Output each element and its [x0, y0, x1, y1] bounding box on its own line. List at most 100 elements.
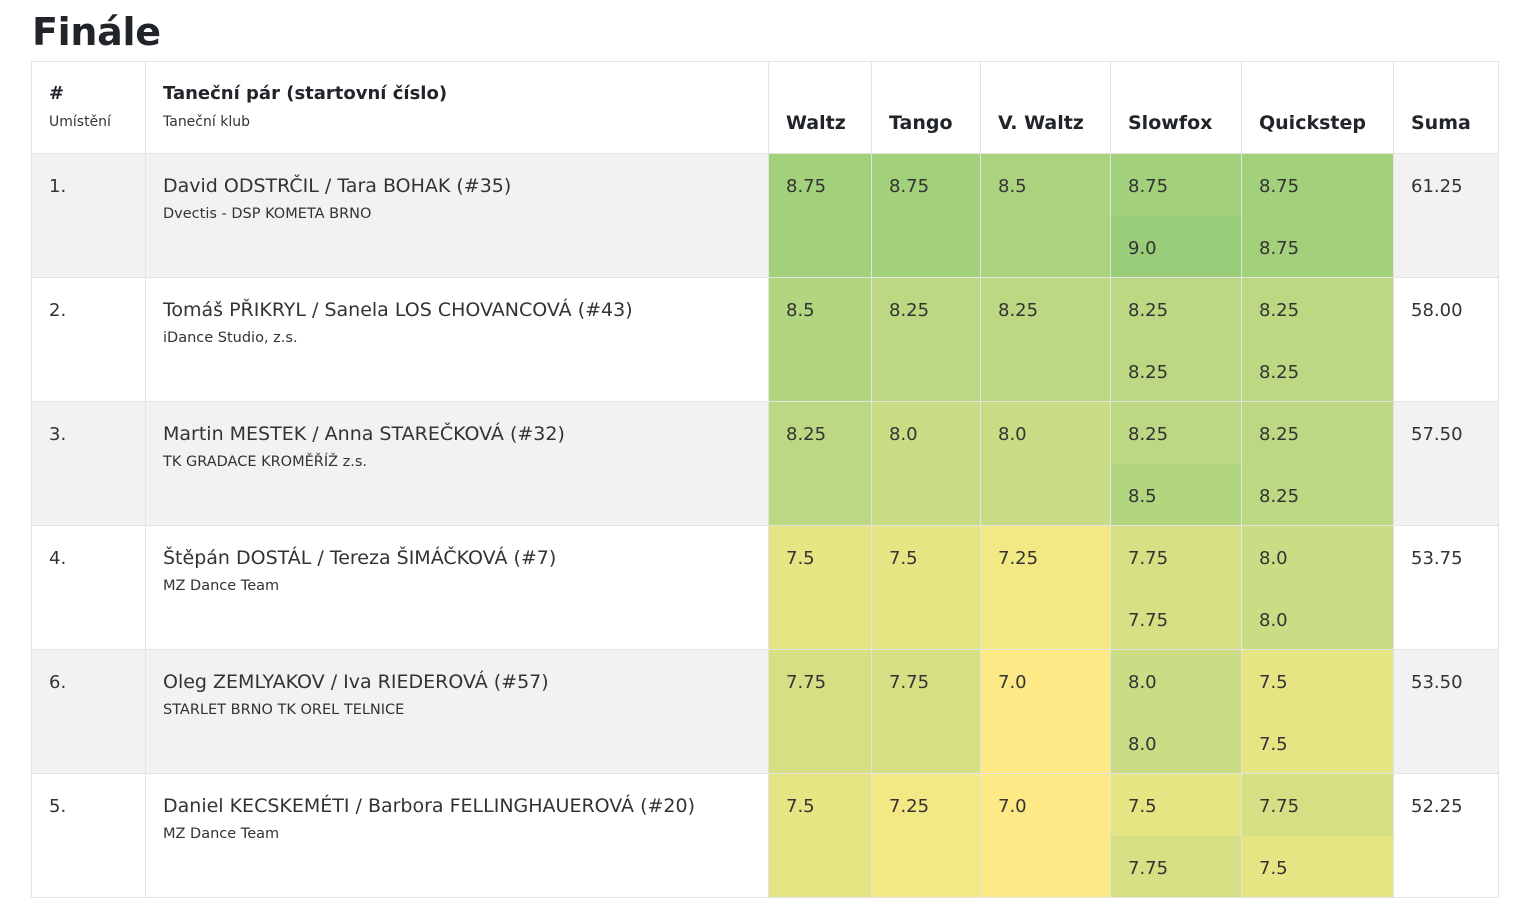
quickstep-score-second: 8.75	[1242, 215, 1393, 277]
slowfox-score-second: 8.25	[1111, 339, 1241, 401]
quickstep-score-second: 7.5	[1242, 711, 1393, 773]
pair-club: MZ Dance Team	[163, 826, 280, 842]
sum-cell: 61.25	[1393, 153, 1499, 278]
placement-cell: 1.	[31, 153, 146, 278]
placement-cell: 3.	[31, 401, 146, 526]
quickstep-score: 8.25 8.25	[1241, 277, 1394, 402]
slowfox-score: 8.25 8.25	[1110, 277, 1242, 402]
slowfox-score-first: 8.25	[1111, 402, 1241, 464]
quickstep-score-second: 8.0	[1242, 587, 1393, 649]
header-place: # Umístění	[31, 61, 146, 154]
waltz-score: 8.75	[768, 153, 872, 278]
header-place-sublabel: Umístění	[49, 114, 111, 130]
vwaltz-score: 8.25	[980, 277, 1111, 402]
table-row: 2. Tomáš PŘIKRYL / Sanela LOS CHOVANCOVÁ …	[31, 277, 1499, 402]
slowfox-score-first: 8.25	[1111, 278, 1241, 340]
slowfox-score: 8.25 8.5	[1110, 401, 1242, 526]
slowfox-score: 8.75 9.0	[1110, 153, 1242, 278]
slowfox-score: 7.75 7.75	[1110, 525, 1242, 650]
slowfox-score-second: 7.75	[1111, 835, 1241, 897]
placement-cell: 4.	[31, 525, 146, 650]
pair-cell: David ODSTRČIL / Tara BOHAK (#35) Dvectis…	[145, 153, 769, 278]
page-title: Finále	[32, 10, 161, 54]
table-row: 1. David ODSTRČIL / Tara BOHAK (#35) Dvect…	[31, 153, 1499, 278]
quickstep-score: 8.75 8.75	[1241, 153, 1394, 278]
header-sum: Suma	[1393, 61, 1499, 154]
pair-name: Tomáš PŘIKRYL / Sanela LOS CHOVANCOVÁ (#…	[163, 299, 633, 321]
table-row: 5. Daniel KECSKEMÉTI / Barbora FELLINGHAU…	[31, 773, 1499, 898]
vwaltz-score: 7.0	[980, 773, 1111, 898]
quickstep-score-first: 8.25	[1242, 278, 1393, 340]
sum-cell: 53.50	[1393, 649, 1499, 774]
table-header-row: # Umístění Taneční pár (startovní číslo)…	[31, 61, 1499, 154]
tango-score: 7.25	[871, 773, 981, 898]
quickstep-score-second: 7.5	[1242, 835, 1393, 897]
placement-cell: 2.	[31, 277, 146, 402]
header-quickstep: Quickstep	[1241, 61, 1394, 154]
sum-cell: 57.50	[1393, 401, 1499, 526]
quickstep-score-first: 8.0	[1242, 526, 1393, 588]
quickstep-score-first: 7.75	[1242, 774, 1393, 836]
sum-cell: 58.00	[1393, 277, 1499, 402]
waltz-score: 7.75	[768, 649, 872, 774]
pair-club: TK GRADACE KROMĚŘÍŽ z.s.	[163, 454, 368, 470]
table-row: 6. Oleg ZEMLYAKOV / Iva RIEDEROVÁ (#57) ST…	[31, 649, 1499, 774]
pair-cell: Tomáš PŘIKRYL / Sanela LOS CHOVANCOVÁ (#…	[145, 277, 769, 402]
table-row: 4. Štěpán DOSTÁL / Tereza ŠIMÁČKOVÁ (#7) M…	[31, 525, 1499, 650]
header-slowfox: Slowfox	[1110, 61, 1242, 154]
pair-name: Daniel KECSKEMÉTI / Barbora FELLINGHAUER…	[163, 795, 696, 817]
quickstep-score-second: 8.25	[1242, 339, 1393, 401]
tango-score: 7.5	[871, 525, 981, 650]
tango-score: 7.75	[871, 649, 981, 774]
vwaltz-score: 7.0	[980, 649, 1111, 774]
quickstep-score-first: 8.75	[1242, 154, 1393, 216]
tango-score: 8.0	[871, 401, 981, 526]
slowfox-score-first: 7.5	[1111, 774, 1241, 836]
slowfox-score-second: 8.0	[1111, 711, 1241, 773]
slowfox-score-first: 7.75	[1111, 526, 1241, 588]
placement-cell: 5.	[31, 773, 146, 898]
pair-cell: Oleg ZEMLYAKOV / Iva RIEDEROVÁ (#57) STAR…	[145, 649, 769, 774]
quickstep-score-first: 7.5	[1242, 650, 1393, 712]
results-table: # Umístění Taneční pár (startovní číslo)…	[31, 61, 1499, 898]
vwaltz-score: 8.0	[980, 401, 1111, 526]
slowfox-score: 8.0 8.0	[1110, 649, 1242, 774]
quickstep-score: 8.0 8.0	[1241, 525, 1394, 650]
pair-club: Dvectis - DSP KOMETA BRNO	[163, 206, 372, 222]
vwaltz-score: 7.25	[980, 525, 1111, 650]
placement-cell: 6.	[31, 649, 146, 774]
waltz-score: 7.5	[768, 773, 872, 898]
pair-name: Oleg ZEMLYAKOV / Iva RIEDEROVÁ (#57)	[163, 671, 549, 693]
pair-cell: Martin MESTEK / Anna STAREČKOVÁ (#32) TK …	[145, 401, 769, 526]
vwaltz-score: 8.5	[980, 153, 1111, 278]
waltz-score: 8.25	[768, 401, 872, 526]
tango-score: 8.25	[871, 277, 981, 402]
table-row: 3. Martin MESTEK / Anna STAREČKOVÁ (#32) T…	[31, 401, 1499, 526]
pair-club: STARLET BRNO TK OREL TELNICE	[163, 702, 405, 718]
pair-name: Martin MESTEK / Anna STAREČKOVÁ (#32)	[163, 423, 565, 445]
quickstep-score: 7.5 7.5	[1241, 649, 1394, 774]
pair-club: MZ Dance Team	[163, 578, 280, 594]
pair-cell: Daniel KECSKEMÉTI / Barbora FELLINGHAUER…	[145, 773, 769, 898]
slowfox-score-first: 8.0	[1111, 650, 1241, 712]
quickstep-score: 7.75 7.5	[1241, 773, 1394, 898]
pair-cell: Štěpán DOSTÁL / Tereza ŠIMÁČKOVÁ (#7) MZ …	[145, 525, 769, 650]
slowfox-score-second: 8.5	[1111, 463, 1241, 525]
header-tango: Tango	[871, 61, 981, 154]
slowfox-score-second: 9.0	[1111, 215, 1241, 277]
header-pair: Taneční pár (startovní číslo) Taneční kl…	[145, 61, 769, 154]
pair-club: iDance Studio, z.s.	[163, 330, 298, 346]
sum-cell: 53.75	[1393, 525, 1499, 650]
header-place-label: #	[49, 83, 65, 104]
tango-score: 8.75	[871, 153, 981, 278]
header-pair-sublabel: Taneční klub	[163, 114, 250, 130]
slowfox-score-first: 8.75	[1111, 154, 1241, 216]
header-waltz: Waltz	[768, 61, 872, 154]
quickstep-score-second: 8.25	[1242, 463, 1393, 525]
header-pair-label: Taneční pár (startovní číslo)	[163, 83, 448, 104]
waltz-score: 8.5	[768, 277, 872, 402]
pair-name: Štěpán DOSTÁL / Tereza ŠIMÁČKOVÁ (#7)	[163, 547, 557, 569]
slowfox-score: 7.5 7.75	[1110, 773, 1242, 898]
sum-cell: 52.25	[1393, 773, 1499, 898]
pair-name: David ODSTRČIL / Tara BOHAK (#35)	[163, 175, 512, 197]
